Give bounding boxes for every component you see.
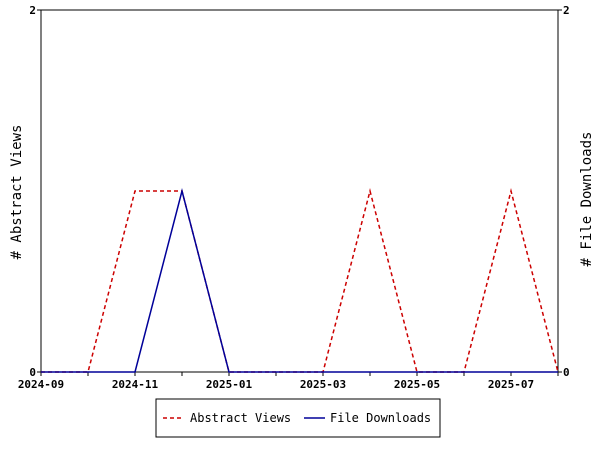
x-tick-label: 2025-03 (300, 378, 346, 391)
y-tick-label-left: 0 (29, 366, 36, 379)
series-line-file-downloads (41, 188, 558, 373)
series-layer (41, 188, 559, 373)
y-tick-label-left: 2 (29, 4, 36, 17)
x-tick-label: 2025-07 (488, 378, 534, 391)
x-tick-label: 2025-05 (394, 378, 440, 391)
x-tick-label: 2024-11 (112, 378, 159, 391)
y-tick-label-right: 2 (563, 4, 570, 17)
y-axis-ticks: 0 2 0 2 (29, 4, 569, 379)
x-tick-label: 2024-09 (18, 378, 64, 391)
legend-box (155, 398, 441, 438)
y-axis-label-right: # File Downloads (579, 132, 595, 267)
legend-label-abstract-views: Abstract Views (190, 411, 291, 425)
y-tick-label-right: 0 (563, 366, 570, 379)
legend: Abstract Views File Downloads (155, 398, 441, 438)
y-axis-label-left: # Abstract Views (9, 125, 25, 260)
legend-label-file-downloads: File Downloads (330, 411, 431, 425)
x-tick-label: 2025-01 (206, 378, 253, 391)
x-axis-ticks: 2024-09 2024-11 2025-01 2025-03 2025-05 2025-… (18, 372, 559, 391)
